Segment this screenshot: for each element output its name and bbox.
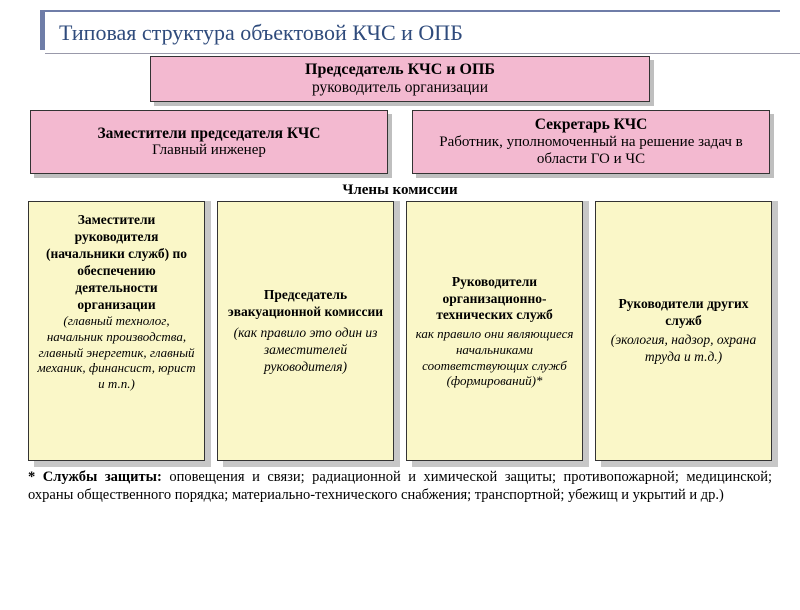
secretary-box: Секретарь КЧС Работник, уполномоченный н… [412, 110, 770, 174]
members-label: Члены комиссии [0, 182, 800, 199]
page-title: Типовая структура объектовой КЧС и ОПБ [59, 20, 780, 46]
deputy-sub: Главный инженер [37, 142, 381, 159]
col-4-title: Руководители других служб [602, 296, 765, 330]
secretary-sub: Работник, уполномоченный на решение зада… [419, 134, 763, 169]
title-bar: Типовая структура объектовой КЧС и ОПБ [40, 10, 780, 50]
col-4-outer: Руководители других служб (экология, над… [595, 201, 772, 461]
col-3-title: Руководители организационно-технических … [413, 274, 576, 325]
chair-box: Председатель КЧС и ОПБ руководитель орга… [150, 56, 650, 102]
footnote: * Службы защиты: оповещения и связи; рад… [0, 461, 800, 504]
secretary-title: Секретарь КЧС [419, 116, 763, 134]
col-3-outer: Руководители организационно-технических … [406, 201, 583, 461]
col-1-outer: Заместители руководителя (начальники слу… [28, 201, 205, 461]
deputy-box: Заместители председателя КЧС Главный инж… [30, 110, 388, 174]
col-1-title: Заместители руководителя (начальники слу… [35, 212, 198, 313]
members-columns: Заместители руководителя (начальники слу… [0, 201, 800, 461]
col-4-note: (экология, надзор, охрана труда и т.д.) [602, 332, 765, 366]
col-3: Руководители организационно-технических … [406, 201, 583, 461]
col-4: Руководители других служб (экология, над… [595, 201, 772, 461]
col-3-note: как правило они являющиеся начальниками … [413, 326, 576, 388]
deputy-title: Заместители председателя КЧС [37, 125, 381, 143]
chair-title: Председатель КЧС и ОПБ [157, 61, 643, 79]
second-row: Заместители председателя КЧС Главный инж… [0, 110, 800, 180]
footnote-label: * Службы защиты: [28, 469, 162, 485]
col-1: Заместители руководителя (начальники слу… [28, 201, 205, 461]
col-2: Председатель эвакуационной комиссии (как… [217, 201, 394, 461]
col-1-note: (главный технолог, начальник производств… [35, 313, 198, 391]
col-2-outer: Председатель эвакуационной комиссии (как… [217, 201, 394, 461]
col-2-title: Председатель эвакуационной комиссии [224, 287, 387, 321]
col-2-note: (как правило это один из заместителей ру… [224, 325, 387, 376]
chair-sub: руководитель организации [157, 79, 643, 97]
